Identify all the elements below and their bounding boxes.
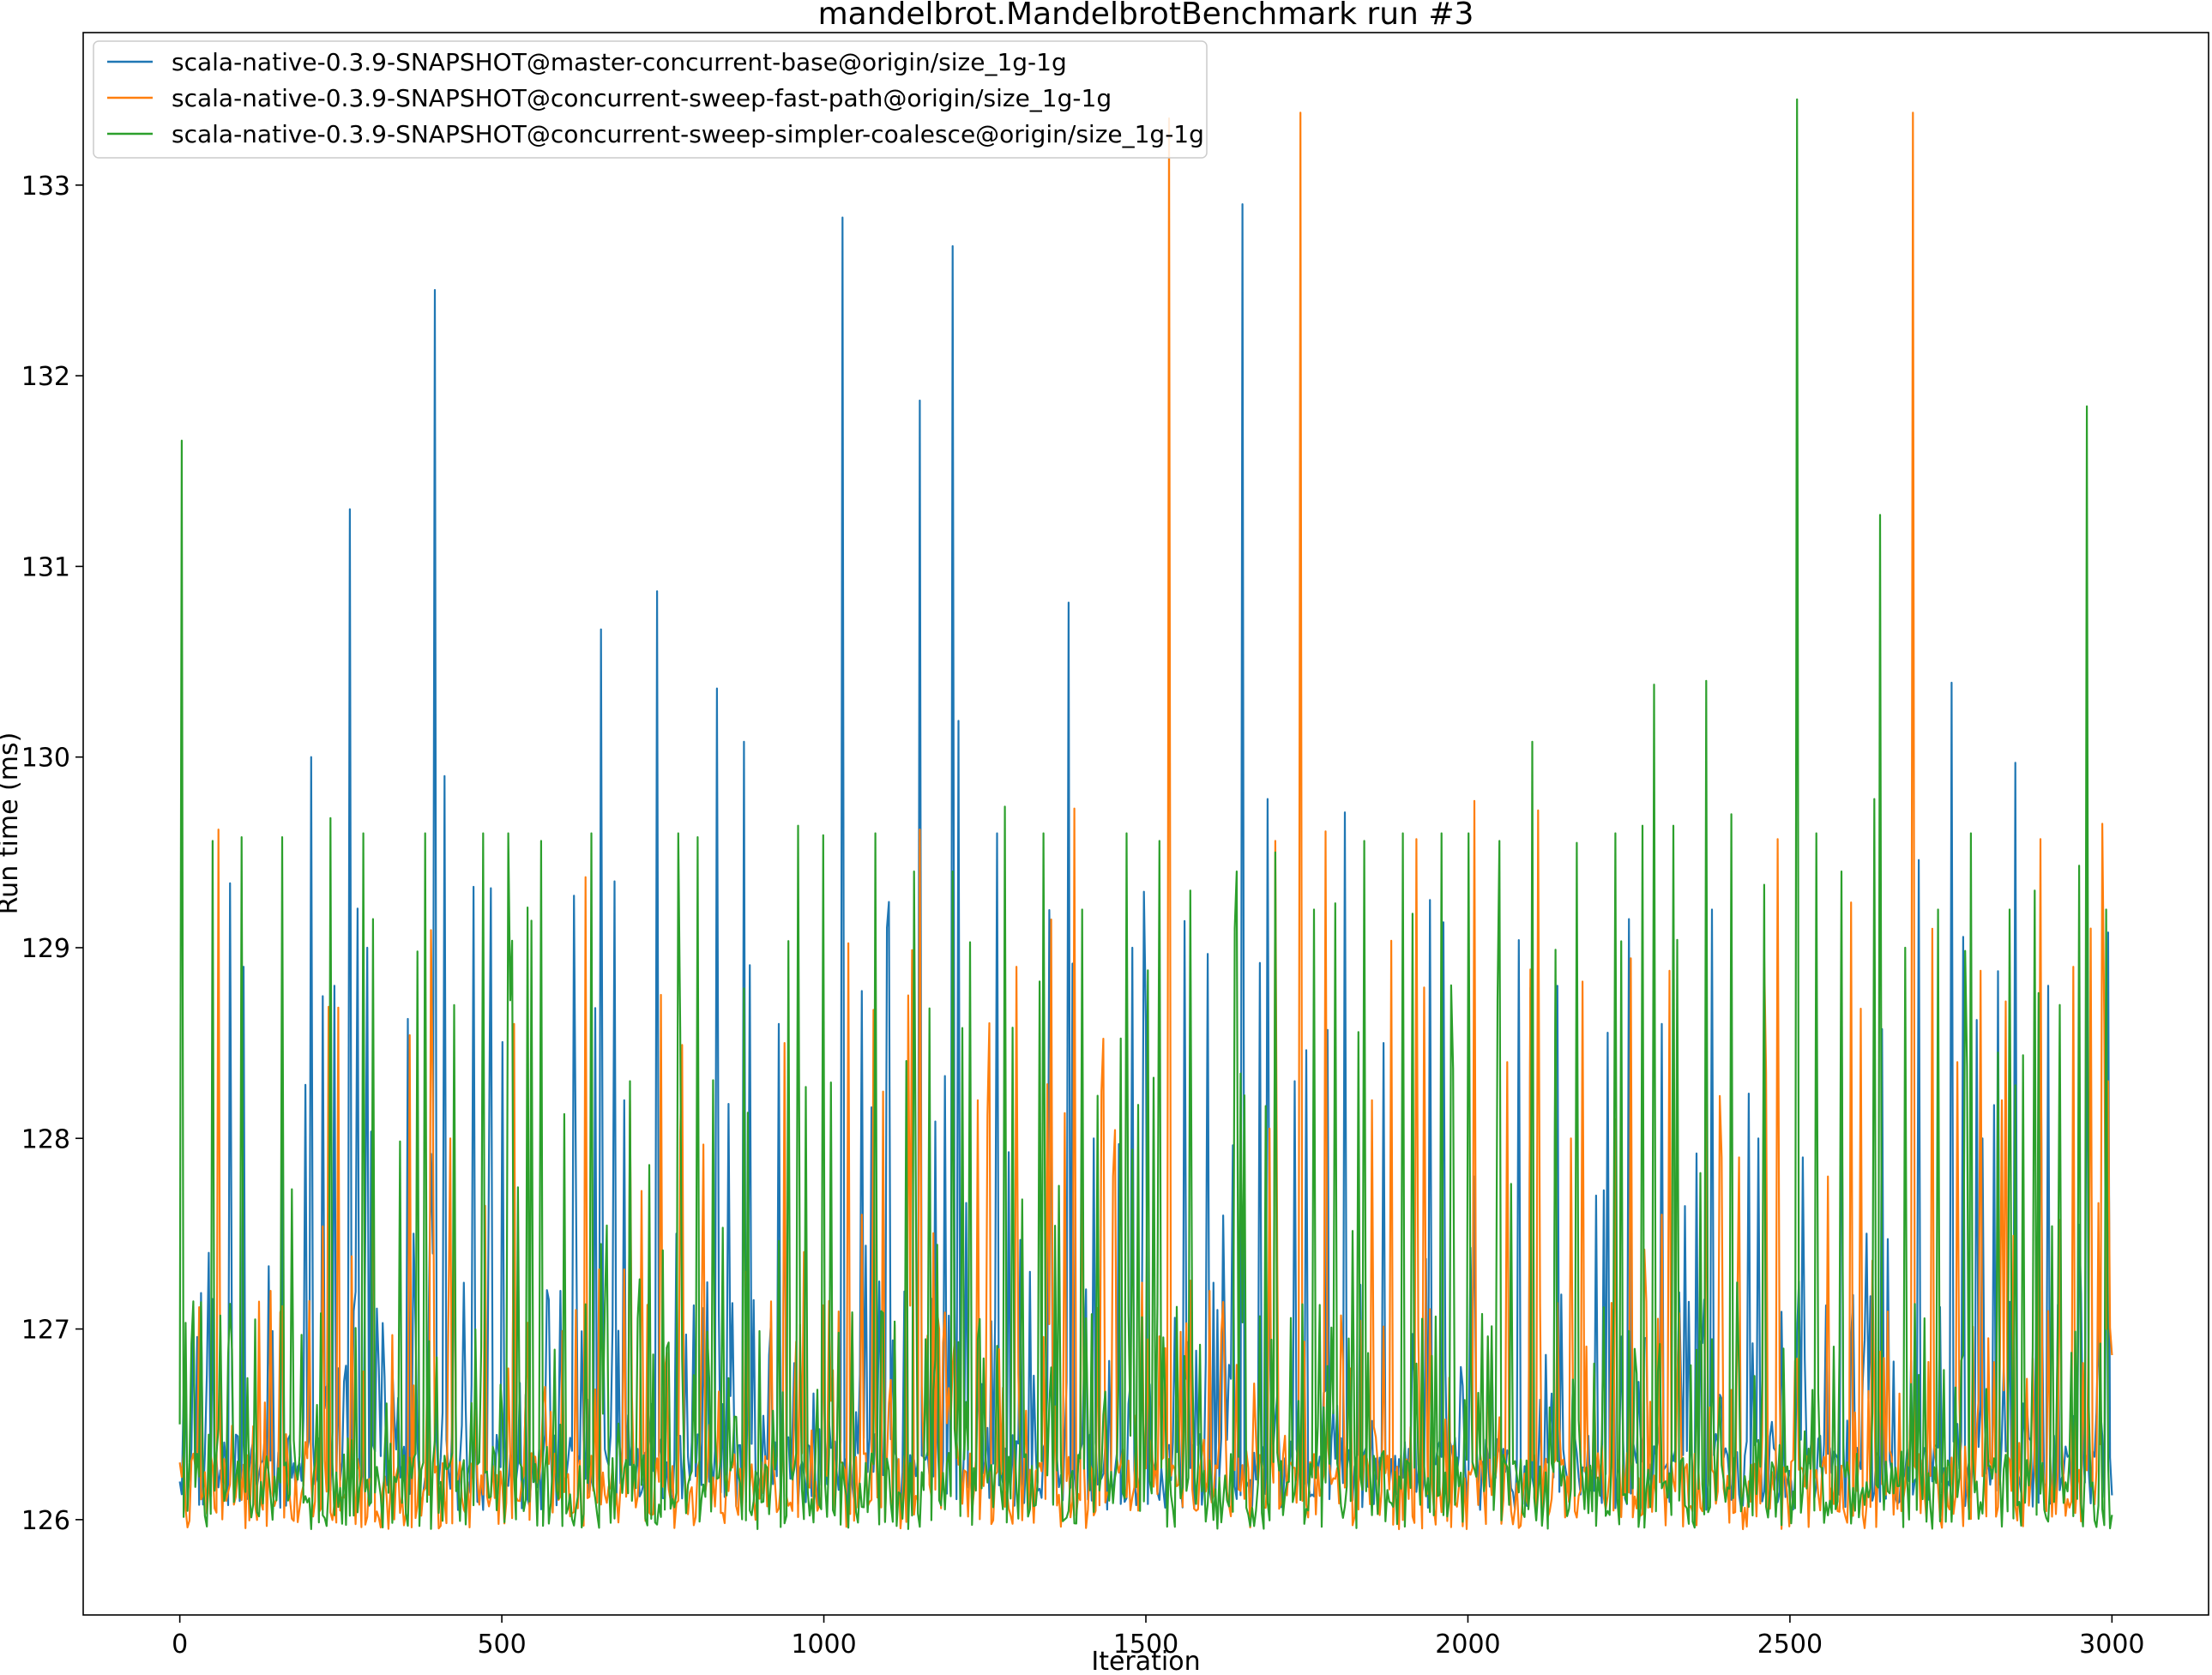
x-tick-label: 2500 bbox=[1757, 1630, 1823, 1660]
legend: scala-native-0.3.9-SNAPSHOT@master-concu… bbox=[93, 40, 1208, 159]
y-tick-label: 126 bbox=[21, 1506, 70, 1536]
legend-entry-master-concurrent-base: scala-native-0.3.9-SNAPSHOT@master-concu… bbox=[172, 48, 1067, 76]
y-tick-label: 133 bbox=[21, 172, 70, 202]
y-tick-label: 129 bbox=[21, 934, 70, 964]
series-layer bbox=[178, 98, 2113, 1531]
x-tick-label: 2000 bbox=[1435, 1630, 1500, 1660]
x-axis-label: Iteration bbox=[1091, 1647, 1200, 1675]
y-tick-label: 132 bbox=[21, 362, 70, 392]
series-line-concurrent-sweep-simpler-coalesce bbox=[178, 98, 2113, 1531]
x-tick-label: 3000 bbox=[2079, 1630, 2144, 1660]
y-tick-label: 130 bbox=[21, 744, 70, 774]
chart-title: mandelbrot.MandelbrotBenchmark run #3 bbox=[818, 0, 1474, 32]
legend-entry-concurrent-sweep-simpler-coalesce: scala-native-0.3.9-SNAPSHOT@concurrent-s… bbox=[172, 120, 1204, 148]
y-tick-label: 131 bbox=[21, 552, 70, 582]
x-axis: 0 500 1000 1500 2000 2500 3000 bbox=[172, 1615, 2145, 1660]
x-tick-label: 1000 bbox=[791, 1630, 856, 1660]
x-tick-label: 500 bbox=[477, 1630, 526, 1660]
x-tick-label: 1500 bbox=[1113, 1630, 1178, 1660]
y-axis: 126 127 128 129 130 131 132 133 bbox=[21, 172, 83, 1536]
y-tick-label: 127 bbox=[21, 1316, 70, 1346]
y-tick-label: 128 bbox=[21, 1124, 70, 1154]
legend-entry-concurrent-sweep-fast-path: scala-native-0.3.9-SNAPSHOT@concurrent-s… bbox=[172, 84, 1112, 112]
x-tick-label: 0 bbox=[172, 1630, 188, 1660]
legend-frame bbox=[93, 40, 1208, 159]
y-axis-label: Run time (ms) bbox=[0, 732, 24, 915]
